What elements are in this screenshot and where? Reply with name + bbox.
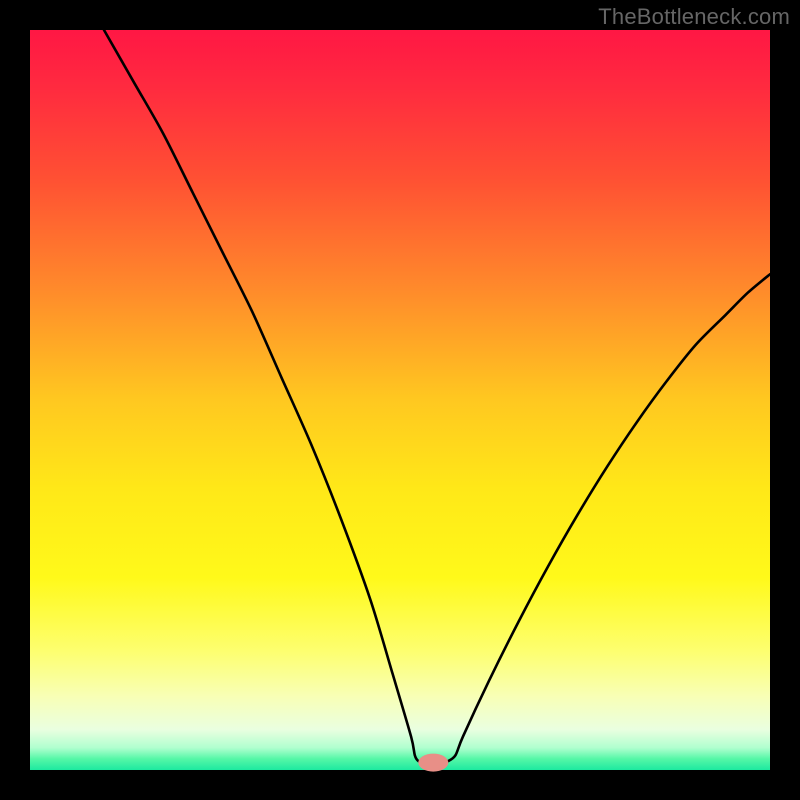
plot-background xyxy=(30,30,770,770)
optimal-marker xyxy=(418,754,448,772)
chart-container: TheBottleneck.com xyxy=(0,0,800,800)
bottleneck-chart xyxy=(0,0,800,800)
watermark-text: TheBottleneck.com xyxy=(598,4,790,30)
